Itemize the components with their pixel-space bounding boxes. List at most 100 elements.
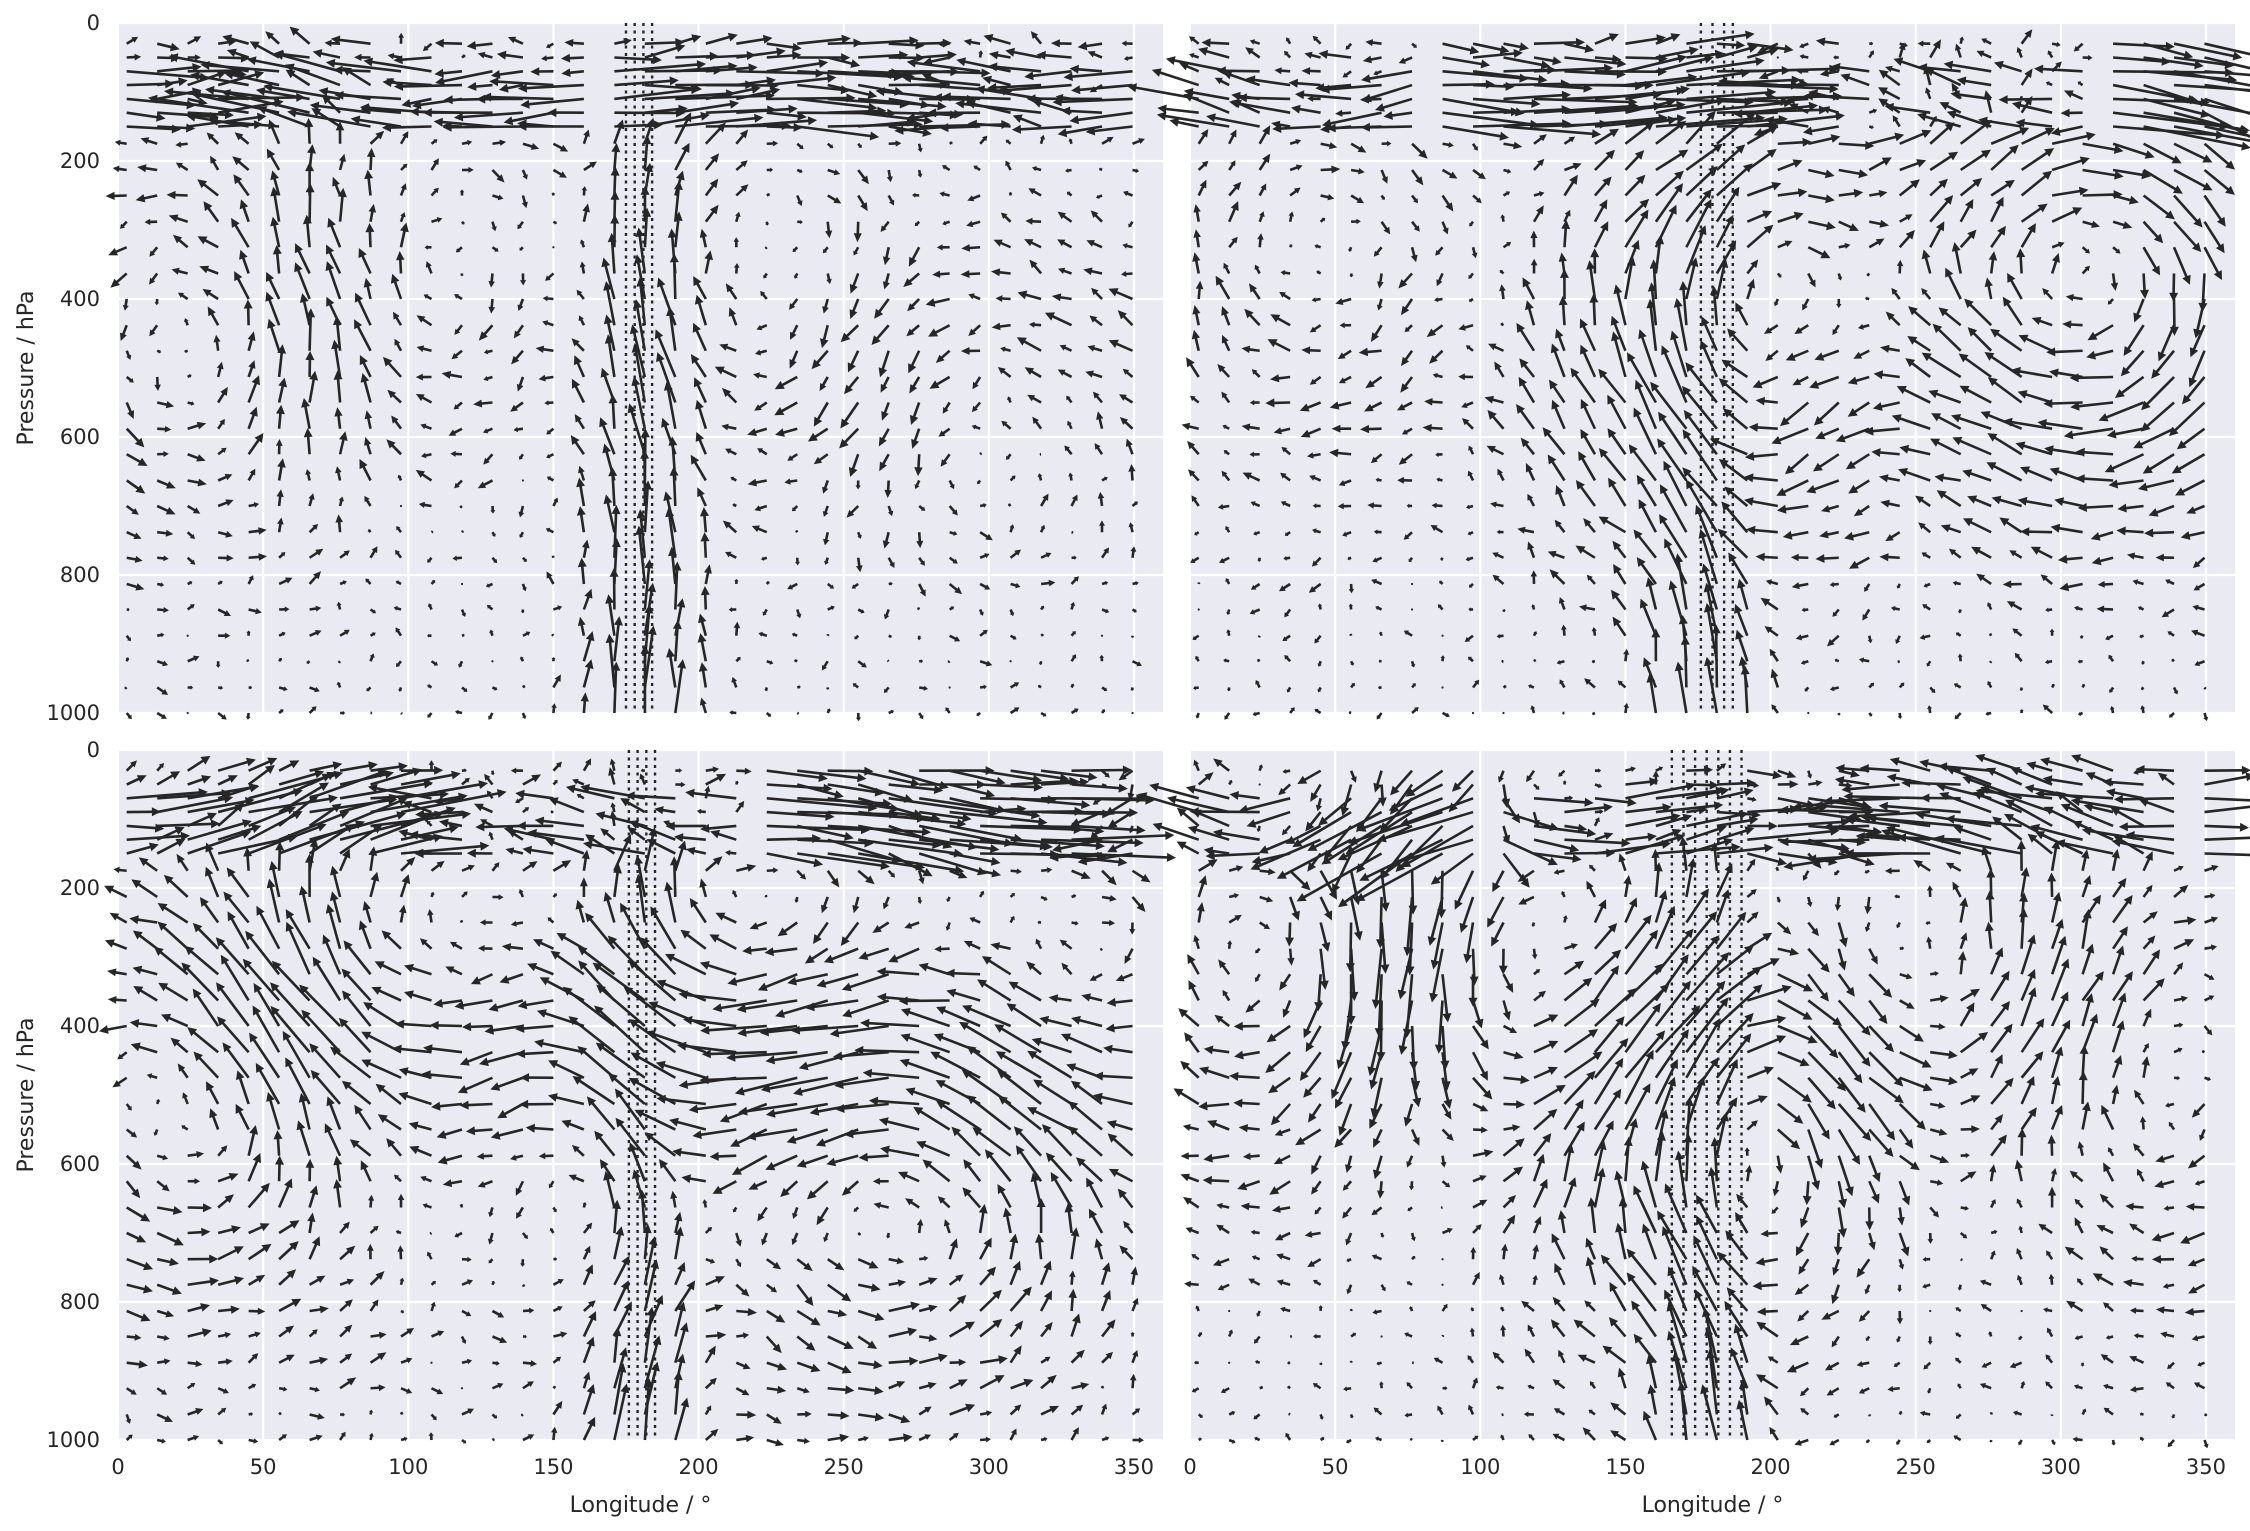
wind-arrow <box>2112 895 2133 924</box>
wind-arrow <box>2077 1278 2084 1286</box>
wind-arrow <box>857 1283 881 1292</box>
wind-arrow <box>1685 911 1718 950</box>
wind-arrow <box>125 1434 133 1441</box>
wind-arrow <box>854 1045 920 1055</box>
wind-arrow <box>1575 545 1596 559</box>
wind-arrow <box>2204 995 2215 1002</box>
wind-arrow <box>1776 921 1792 935</box>
wind-arrow <box>1077 41 1103 51</box>
wind-arrow <box>1516 322 1536 352</box>
wind-arrow <box>1533 1014 1559 1028</box>
wind-arrow <box>187 54 201 61</box>
wind-arrow <box>205 842 220 872</box>
wind-arrow <box>163 874 189 898</box>
wind-arrow <box>2204 83 2250 93</box>
wind-arrow <box>1182 1124 1199 1131</box>
wind-arrow <box>1279 291 1291 301</box>
wind-arrow <box>1807 947 1830 973</box>
wind-arrow <box>430 1413 437 1421</box>
wind-arrow <box>1090 825 1104 841</box>
wind-arrow <box>582 588 593 610</box>
wind-arrow <box>917 870 925 885</box>
wind-arrow <box>2133 298 2145 323</box>
wind-arrow <box>1216 66 1260 76</box>
wind-arrow <box>774 375 798 390</box>
wind-arrow <box>1318 50 1352 59</box>
wind-arrow <box>1953 683 1962 689</box>
wind-arrow <box>1132 580 1139 586</box>
wind-arrow <box>2077 503 2114 512</box>
wind-arrow <box>1593 1167 1606 1208</box>
wind-arrow <box>1525 462 1536 481</box>
wind-arrow <box>414 849 462 859</box>
wind-arrow <box>338 1017 372 1054</box>
wind-arrow <box>673 211 683 248</box>
wind-arrow <box>1649 259 1659 300</box>
wind-arrow <box>699 878 708 898</box>
wind-arrow <box>394 1174 402 1183</box>
wind-arrow <box>857 1232 861 1236</box>
wind-arrow <box>1533 37 1585 47</box>
wind-arrow <box>627 826 646 841</box>
wind-arrow <box>1930 1023 1946 1031</box>
wind-arrow <box>1115 973 1133 982</box>
wind-arrow <box>1503 125 1602 139</box>
wind-arrow <box>2091 556 2114 566</box>
wind-arrow <box>1195 1305 1200 1312</box>
wind-arrow <box>1829 1438 1840 1446</box>
wind-arrow <box>826 273 832 285</box>
wind-arrow <box>1746 911 1759 924</box>
wind-arrow <box>917 896 923 904</box>
wind-arrow <box>1580 399 1597 430</box>
wind-arrow <box>1725 1230 1749 1260</box>
wind-arrow <box>827 56 861 68</box>
wind-arrow <box>1269 1180 1291 1195</box>
wind-arrow <box>1503 105 1571 115</box>
wind-arrow <box>113 866 127 874</box>
wind-arrow <box>187 421 207 430</box>
wind-arrow <box>1441 194 1454 212</box>
wind-arrow <box>1349 1308 1354 1312</box>
wind-arrow <box>1791 582 1809 590</box>
wind-arrow <box>182 1092 189 1105</box>
wind-arrow <box>1015 1145 1043 1182</box>
wind-arrow <box>1984 277 1993 300</box>
wind-arrow <box>1871 448 1900 457</box>
wind-arrow <box>2187 1258 2205 1267</box>
wind-arrow <box>427 603 433 610</box>
wind-arrow <box>144 218 158 226</box>
wind-arrow <box>1009 1320 1024 1338</box>
wind-arrow <box>2194 660 2205 667</box>
wind-arrow <box>712 1180 737 1194</box>
wind-arrow <box>187 112 267 128</box>
wind-arrow <box>461 686 468 692</box>
wind-arrow <box>1349 633 1353 637</box>
wind-arrow <box>766 1413 782 1424</box>
wind-arrow <box>309 1386 320 1393</box>
wind-arrow <box>1193 685 1199 691</box>
wind-arrow <box>1472 49 1523 59</box>
wind-arrow <box>1776 896 1782 903</box>
wind-arrow <box>564 39 584 47</box>
wind-arrow <box>1897 659 1901 664</box>
wind-arrow <box>1967 327 1993 352</box>
wind-arrow <box>1308 582 1322 593</box>
wind-arrow <box>2098 401 2144 422</box>
wind-arrow <box>823 1232 829 1243</box>
wind-arrow <box>449 941 463 950</box>
wind-arrow <box>1071 1015 1103 1028</box>
wind-arrow <box>1359 95 1382 104</box>
wind-arrow <box>1070 1313 1081 1337</box>
wind-arrow <box>1831 1335 1840 1348</box>
wind-arrow <box>764 947 798 957</box>
wind-arrow <box>1625 812 1681 828</box>
wind-arrow <box>879 453 890 472</box>
wind-arrow <box>2142 246 2161 276</box>
wind-arrow <box>736 86 781 101</box>
wind-arrow <box>1117 310 1134 327</box>
wind-arrow <box>888 1279 907 1287</box>
wind-arrow <box>309 1356 329 1365</box>
wind-arrow <box>1533 191 1545 197</box>
wind-arrow <box>610 190 620 222</box>
wind-arrow <box>2203 712 2209 721</box>
